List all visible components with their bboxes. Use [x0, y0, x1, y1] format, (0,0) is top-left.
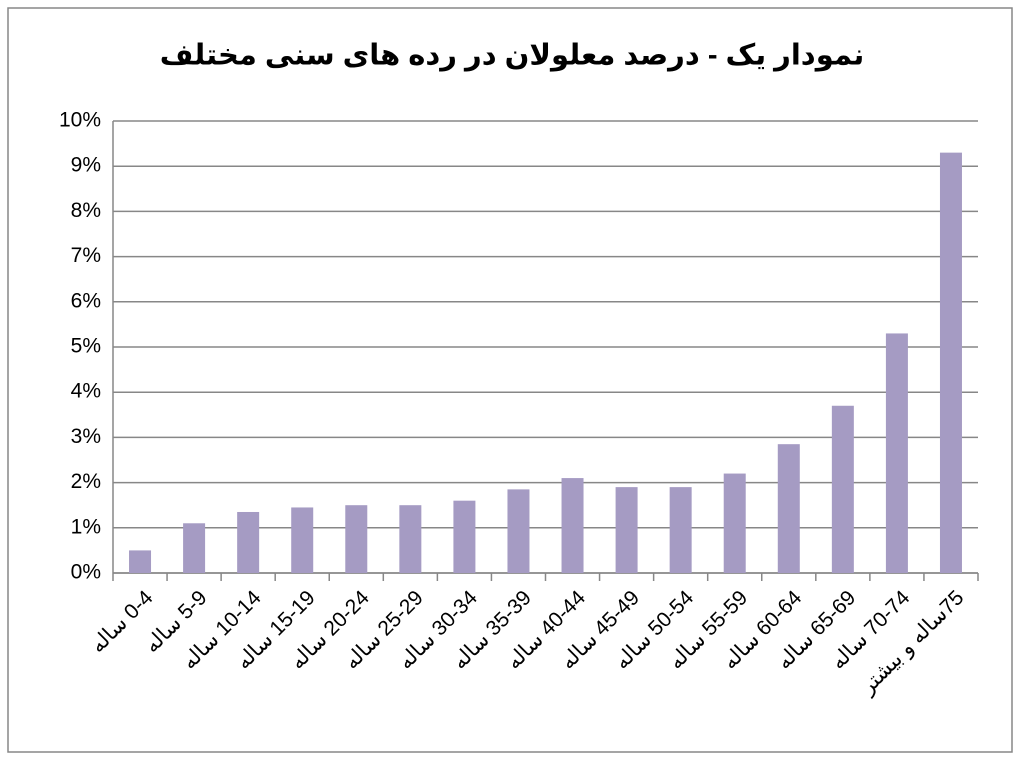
y-tick-label: 1% [71, 515, 101, 538]
y-tick-label: 10% [59, 109, 101, 132]
bar [291, 507, 314, 573]
bar [777, 444, 800, 573]
bar [669, 487, 692, 573]
bar [399, 505, 422, 573]
y-tick-label: 5% [71, 335, 101, 358]
bar [183, 523, 206, 573]
bar [507, 489, 530, 573]
bar [453, 500, 476, 573]
y-tick-label: 3% [71, 425, 101, 448]
bar [561, 478, 584, 573]
bar [939, 152, 962, 573]
y-tick-label: 8% [71, 199, 101, 222]
chart-title: نمودار یک - درصد معلولان در رده های سنی … [160, 40, 864, 72]
bar [345, 505, 368, 573]
bar [723, 473, 746, 573]
y-tick-label: 7% [71, 244, 101, 267]
y-tick-label: 2% [71, 470, 101, 493]
bar [831, 405, 854, 573]
chart-border [7, 7, 1013, 753]
y-tick-label: 4% [71, 380, 101, 403]
bar [885, 333, 908, 573]
bar [129, 550, 152, 573]
bar [237, 511, 260, 573]
y-tick-label: 6% [71, 289, 101, 312]
y-tick-label: 0% [71, 561, 101, 584]
y-tick-label: 9% [71, 154, 101, 177]
bar [615, 487, 638, 573]
